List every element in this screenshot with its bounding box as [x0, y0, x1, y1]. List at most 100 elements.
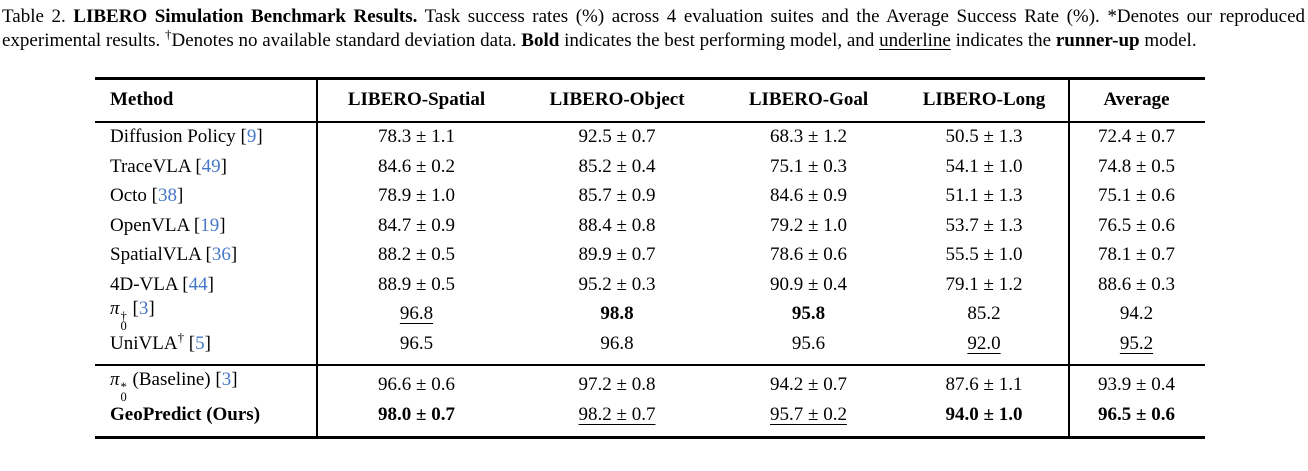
- text-segment: Octo [: [110, 185, 159, 207]
- text-segment: ]: [148, 298, 155, 319]
- value-cell: 55.5 ± 1.0: [945, 244, 1023, 266]
- value-cell: 94.2: [1119, 303, 1154, 325]
- text-segment: π: [110, 298, 120, 319]
- table-row: SpatialVLA [36] 88.2 ± 0.5 89.9 ± 0.7 78.6 …: [95, 241, 1205, 271]
- subscript-superscript: † 0: [120, 308, 127, 333]
- text-segment: ]: [204, 332, 211, 354]
- value-cell: 50.5 ± 1.3: [945, 126, 1023, 148]
- prior-methods-group: Diffusion Policy [9] 78.3 ± 1.1 92.5 ± 0.7…: [95, 123, 1205, 364]
- citation-link[interactable]: 3: [138, 298, 149, 319]
- value-cell: 76.5 ± 0.6: [1098, 214, 1175, 236]
- value-cell: 96.8: [600, 332, 634, 354]
- value-cell: 85.2 ± 0.4: [578, 155, 656, 177]
- header-rule: [95, 120, 1205, 123]
- text-segment: OpenVLA [: [110, 214, 201, 236]
- text-segment: [: [127, 298, 139, 319]
- value-cell: 96.5: [399, 332, 434, 354]
- text-segment: ]: [231, 369, 238, 390]
- value-cell: 54.1 ± 1.0: [945, 155, 1023, 177]
- text-segment: ]: [219, 214, 226, 236]
- value-cell: 92.0: [967, 332, 1001, 354]
- value-cell: 98.2 ± 0.7: [578, 403, 656, 425]
- header-row: Method LIBERO-Spatial LIBERO-Object LIBERO-…: [95, 80, 1205, 121]
- text-segment: (Baseline) [: [127, 369, 222, 390]
- value-cell: 53.7 ± 1.3: [945, 214, 1023, 236]
- table-caption: Table 2. LIBERO Simulation Benchmark Res…: [0, 0, 1308, 54]
- text-segment: Task success rates (%) across 4 evaluati…: [417, 6, 1108, 27]
- method-cell: SpatialVLA [36]: [95, 244, 316, 266]
- subscript-superscript: * 0: [120, 379, 127, 404]
- text-segment: ]: [177, 185, 184, 207]
- value-cell: 97.2 ± 0.8: [578, 374, 656, 396]
- citation-link[interactable]: 38: [158, 185, 178, 207]
- table-row: UniVLA† [5] 96.5 96.8 95.6 92.0 95.2: [95, 329, 1205, 359]
- text-segment: π: [110, 369, 120, 390]
- text-segment: Diffusion Policy [: [110, 126, 247, 148]
- text-segment: †: [177, 329, 185, 345]
- text-segment: SpatialVLA [: [110, 244, 212, 266]
- value-cell: 95.8: [791, 303, 826, 325]
- text-segment: indicates the best performing model, and: [559, 30, 880, 52]
- citation-link[interactable]: 5: [195, 332, 205, 354]
- text-segment: Table 2.: [2, 6, 74, 27]
- mid-rule: [95, 363, 1205, 366]
- citation-link[interactable]: 49: [201, 155, 221, 177]
- value-cell: 84.6 ± 0.9: [770, 185, 847, 207]
- text-segment: Denotes no available standard deviation …: [171, 30, 522, 52]
- table-row: OpenVLA [19] 84.7 ± 0.9 88.4 ± 0.8 79.2 ± 1…: [95, 211, 1205, 241]
- value-cell: 85.7 ± 0.9: [578, 185, 656, 207]
- value-cell: 95.7 ± 0.2: [770, 403, 847, 425]
- value-cell: 78.9 ± 1.0: [378, 185, 455, 207]
- value-cell: 72.4 ± 0.7: [1098, 126, 1175, 148]
- table-row: π † 0 [3] 96.8 98.8 95.8 85.2 94.2: [95, 298, 1205, 333]
- table-row: Diffusion Policy [9] 78.3 ± 1.1 92.5 ± 0.7…: [95, 123, 1205, 153]
- value-cell: 79.2 ± 1.0: [770, 214, 847, 236]
- method-cell: π * 0 (Baseline) [3]: [95, 369, 316, 404]
- value-cell: 78.3 ± 1.1: [378, 126, 455, 148]
- value-cell: 88.9 ± 0.5: [378, 273, 455, 295]
- value-cell: 89.9 ± 0.7: [578, 244, 656, 266]
- top-rule: [95, 76, 1205, 80]
- citation-link[interactable]: 3: [221, 369, 232, 390]
- method-cell: OpenVLA [19]: [95, 215, 316, 237]
- text-segment: †: [165, 26, 172, 42]
- value-cell: 84.6 ± 0.2: [378, 155, 455, 177]
- citation-link[interactable]: 19: [200, 214, 220, 236]
- text-segment: *: [1107, 6, 1117, 27]
- text-segment: runner-up: [1055, 30, 1140, 52]
- value-cell: 75.1 ± 0.6: [1098, 185, 1175, 207]
- method-cell: 4D-VLA [44]: [95, 274, 316, 296]
- column-header: Method: [110, 89, 174, 111]
- value-cell: 88.2 ± 0.5: [378, 244, 455, 266]
- text-segment: 4D-VLA [: [110, 273, 189, 295]
- citation-link[interactable]: 9: [246, 126, 257, 148]
- results-table: Method LIBERO-Spatial LIBERO-Object LIBERO-…: [95, 76, 1205, 439]
- text-segment: [: [184, 332, 196, 354]
- value-cell: 96.6 ± 0.6: [378, 374, 455, 396]
- vertical-rule: [1068, 79, 1070, 436]
- method-cell: Diffusion Policy [9]: [95, 126, 316, 148]
- text-segment: underline: [879, 30, 951, 52]
- value-cell: 93.9 ± 0.4: [1098, 374, 1175, 396]
- value-cell: 78.6 ± 0.6: [770, 244, 847, 266]
- value-cell: 94.0 ± 1.0: [945, 403, 1023, 425]
- value-cell: 85.2: [967, 303, 1001, 325]
- method-cell: UniVLA† [5]: [95, 329, 316, 355]
- value-cell: 74.8 ± 0.5: [1098, 155, 1175, 177]
- citation-link[interactable]: 36: [211, 244, 231, 266]
- table-row: 4D-VLA [44] 88.9 ± 0.5 95.2 ± 0.3 90.9 ± 0.…: [95, 270, 1205, 300]
- citation-link[interactable]: 44: [188, 273, 208, 295]
- column-header: LIBERO-Spatial: [347, 89, 486, 111]
- text-segment: ]: [256, 126, 263, 148]
- table-row: TraceVLA [49] 84.6 ± 0.2 85.2 ± 0.4 75.1 ± …: [95, 152, 1205, 182]
- value-cell: 95.2 ± 0.3: [578, 273, 656, 295]
- column-header: LIBERO-Long: [922, 89, 1046, 111]
- text-segment: indicates the: [950, 30, 1056, 52]
- text-segment: TraceVLA [: [110, 155, 202, 177]
- bottom-rule: [95, 435, 1205, 439]
- value-cell: 95.2: [1119, 332, 1154, 354]
- value-cell: 75.1 ± 0.3: [770, 155, 847, 177]
- column-header: Average: [1103, 89, 1170, 111]
- value-cell: 96.5 ± 0.6: [1098, 403, 1175, 425]
- method-cell: GeoPredict (Ours): [95, 404, 316, 426]
